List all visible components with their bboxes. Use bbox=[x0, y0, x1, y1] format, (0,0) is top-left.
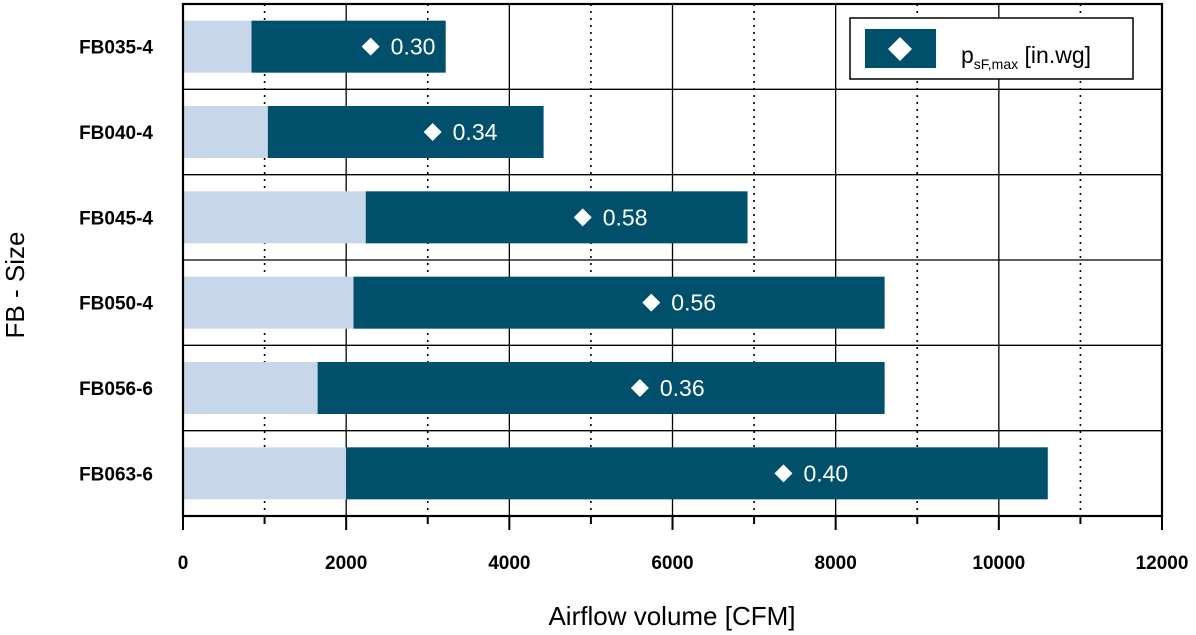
x-axis-title: Airflow volume [CFM] bbox=[548, 601, 795, 631]
data-label: 0.36 bbox=[660, 375, 705, 401]
legend: psF,max [in.wg] bbox=[849, 17, 1134, 80]
pressure-marker bbox=[573, 208, 592, 227]
data-label: 0.40 bbox=[803, 460, 848, 486]
category-label: FB063-6 bbox=[79, 464, 153, 485]
grid-lines bbox=[183, 4, 1162, 516]
category-labels: FB035-4 FB040-4 FB045-4 FB050-4 FB056-6 FB063… bbox=[79, 38, 153, 486]
x-axis-ticks: 0 2000 4000 6000 8000 10000 12000 bbox=[178, 516, 1189, 574]
legend-marker-icon bbox=[888, 37, 912, 61]
range-bar bbox=[346, 447, 1048, 500]
range-bar bbox=[267, 106, 544, 158]
x-tick-label: 10000 bbox=[972, 553, 1025, 574]
data-label: 0.56 bbox=[671, 290, 716, 316]
range-bar bbox=[317, 362, 885, 414]
range-bar bbox=[365, 191, 748, 244]
pressure-marker bbox=[423, 123, 442, 141]
lead-bar bbox=[183, 20, 252, 73]
data-label: 0.30 bbox=[391, 34, 436, 60]
y-axis-title: FB - Size bbox=[0, 232, 30, 339]
category-label: FB035-4 bbox=[79, 38, 153, 59]
category-label: FB050-4 bbox=[79, 294, 153, 315]
x-tick-label: 2000 bbox=[325, 553, 367, 574]
range-bar bbox=[353, 276, 885, 329]
legend-main: p bbox=[961, 42, 974, 68]
x-tick-label: 6000 bbox=[651, 553, 693, 574]
legend-sub: sF,max bbox=[974, 56, 1018, 72]
data-label: 0.58 bbox=[603, 204, 648, 230]
x-tick-label: 8000 bbox=[815, 553, 857, 574]
pressure-marker bbox=[774, 464, 793, 483]
lead-bar bbox=[183, 362, 318, 414]
x-tick-label: 0 bbox=[178, 553, 189, 574]
x-tick-label: 12000 bbox=[1136, 553, 1189, 574]
data-label: 0.34 bbox=[453, 119, 498, 145]
category-label: FB056-6 bbox=[79, 379, 153, 400]
legend-label: psF,max [in.wg] bbox=[961, 42, 1091, 72]
x-tick-label: 4000 bbox=[488, 553, 530, 574]
category-label: FB045-4 bbox=[79, 208, 153, 229]
category-label: FB040-4 bbox=[79, 123, 153, 144]
bars: 0.30 0.34 0.58 0.56 0.36 0.40 bbox=[183, 20, 1048, 500]
pressure-marker bbox=[630, 379, 649, 397]
lead-bar bbox=[183, 191, 366, 244]
range-bar bbox=[251, 20, 446, 73]
legend-unit: [in.wg] bbox=[1018, 42, 1091, 68]
lead-bar bbox=[183, 106, 268, 158]
lead-bar bbox=[183, 276, 354, 329]
lead-bar bbox=[183, 447, 347, 500]
pressure-marker bbox=[642, 293, 661, 312]
pressure-marker bbox=[361, 37, 380, 56]
